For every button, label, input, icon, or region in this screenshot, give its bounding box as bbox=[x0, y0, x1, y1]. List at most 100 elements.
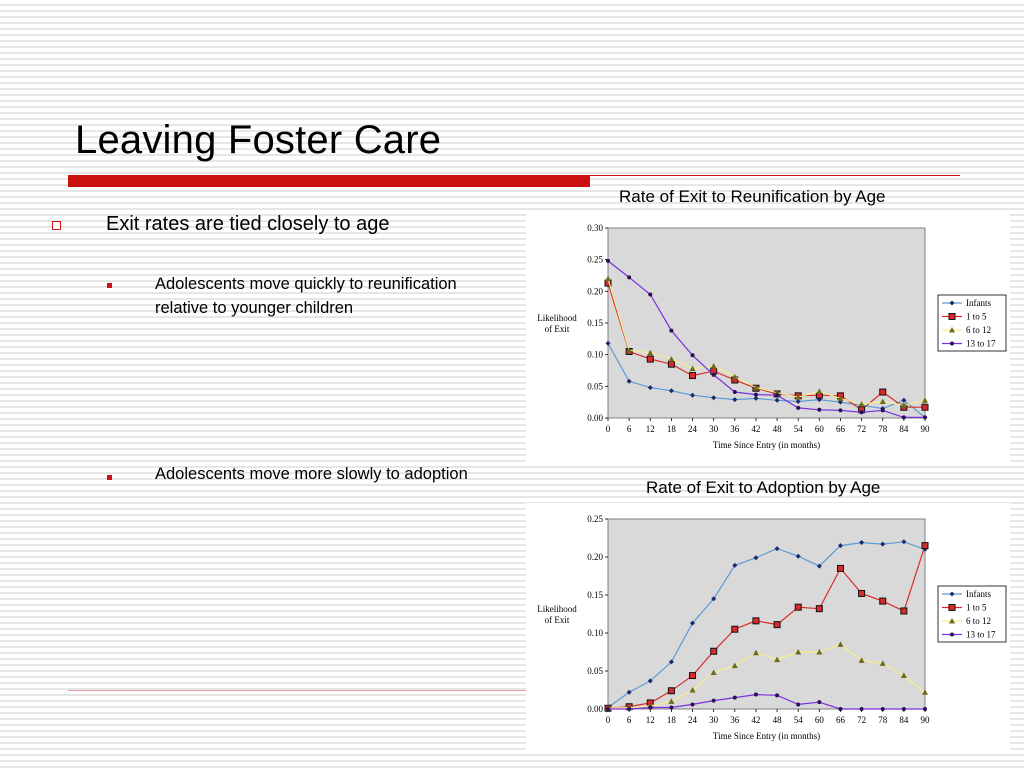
y-tick-label: 0.15 bbox=[587, 318, 603, 328]
x-tick-label: 66 bbox=[836, 424, 846, 434]
data-point bbox=[646, 355, 654, 363]
data-point bbox=[921, 403, 929, 411]
legend-label: 1 to 5 bbox=[966, 603, 987, 613]
series-13-to-17 bbox=[606, 258, 927, 420]
data-point bbox=[731, 662, 738, 669]
data-point bbox=[752, 649, 759, 656]
data-point bbox=[711, 395, 717, 401]
data-point bbox=[795, 553, 801, 559]
y-axis-label: Likelihood of Exit bbox=[537, 604, 577, 625]
x-tick-label: 90 bbox=[921, 715, 931, 725]
data-point bbox=[774, 389, 781, 396]
square-bullet-icon bbox=[107, 475, 112, 480]
data-point bbox=[647, 385, 653, 391]
data-point bbox=[753, 692, 758, 697]
data-point bbox=[753, 395, 759, 401]
data-point bbox=[816, 388, 823, 394]
y-tick-label: 0.15 bbox=[587, 590, 603, 600]
x-tick-label: 54 bbox=[794, 424, 804, 434]
x-tick-label: 36 bbox=[730, 715, 740, 725]
x-tick-label: 72 bbox=[857, 424, 866, 434]
data-point bbox=[816, 649, 823, 655]
data-point bbox=[859, 410, 864, 415]
plot-area bbox=[607, 227, 926, 419]
y-axis-label-line: Likelihood bbox=[537, 604, 577, 614]
legend-marker bbox=[948, 313, 956, 320]
legend-marker bbox=[949, 591, 955, 597]
data-point bbox=[710, 647, 718, 655]
data-point bbox=[901, 539, 907, 545]
series-line bbox=[607, 282, 925, 411]
data-point bbox=[879, 660, 886, 666]
data-point bbox=[795, 649, 802, 655]
y-tick-label: 0.25 bbox=[587, 514, 603, 524]
x-tick-label: 60 bbox=[815, 715, 825, 725]
data-point bbox=[837, 641, 844, 647]
data-point bbox=[647, 678, 653, 684]
data-point bbox=[880, 707, 885, 711]
data-point bbox=[606, 258, 610, 263]
series-line bbox=[607, 545, 926, 709]
data-point bbox=[921, 542, 929, 550]
data-point bbox=[648, 705, 653, 710]
data-point bbox=[689, 672, 697, 680]
x-tick-label: 42 bbox=[751, 424, 760, 434]
series-line bbox=[607, 541, 926, 708]
data-point bbox=[753, 555, 759, 561]
data-point bbox=[816, 563, 822, 569]
legend-marker bbox=[950, 632, 954, 637]
legend-label: 13 to 17 bbox=[966, 630, 996, 640]
y-axis-label-line: of Exit bbox=[545, 615, 570, 625]
title-underline-bar bbox=[68, 175, 590, 187]
data-point bbox=[900, 402, 907, 408]
data-point bbox=[773, 621, 781, 629]
data-point bbox=[668, 698, 675, 704]
data-point bbox=[796, 702, 801, 707]
x-tick-label: 24 bbox=[688, 424, 698, 434]
y-tick-label: 0.20 bbox=[587, 286, 603, 296]
data-point bbox=[922, 397, 928, 403]
reunification-chart-title: Rate of Exit to Reunification by Age bbox=[619, 187, 886, 206]
x-tick-label: 48 bbox=[773, 715, 783, 725]
x-tick-label: 84 bbox=[899, 424, 909, 434]
series-infants bbox=[605, 539, 928, 710]
data-point bbox=[648, 292, 653, 297]
data-point bbox=[605, 275, 611, 282]
data-point bbox=[879, 388, 887, 396]
data-point bbox=[923, 707, 927, 711]
x-axis-label: Time Since Entry (in months) bbox=[713, 731, 820, 741]
adoption-chart-title: Rate of Exit to Adoption by Age bbox=[646, 478, 881, 497]
data-point bbox=[711, 698, 716, 703]
data-point bbox=[731, 625, 739, 633]
data-point bbox=[667, 360, 675, 368]
data-point bbox=[775, 393, 780, 398]
data-point bbox=[689, 372, 697, 380]
x-tick-label: 18 bbox=[667, 715, 677, 725]
data-point bbox=[711, 596, 717, 602]
data-point bbox=[753, 392, 758, 397]
legend-label: Infants bbox=[966, 298, 991, 308]
bullet-adoption: Adolescents move more slowly to adoption bbox=[155, 465, 468, 483]
x-tick-label: 0 bbox=[606, 715, 611, 725]
data-point bbox=[669, 705, 674, 710]
y-axis-label-line: Likelihood bbox=[537, 313, 577, 323]
legend-box bbox=[937, 585, 1007, 643]
y-tick-label: 0.00 bbox=[587, 704, 603, 714]
square-bullet-icon bbox=[107, 283, 112, 288]
legend-marker bbox=[949, 300, 955, 306]
data-point bbox=[774, 397, 780, 403]
data-point bbox=[689, 687, 696, 693]
title-underline-thin bbox=[590, 175, 960, 176]
data-point bbox=[838, 408, 843, 413]
legend-label: 1 to 5 bbox=[966, 312, 987, 322]
data-point bbox=[901, 397, 907, 403]
x-tick-label: 90 bbox=[921, 424, 931, 434]
data-point bbox=[900, 607, 908, 615]
data-point bbox=[837, 395, 844, 401]
data-point bbox=[858, 589, 866, 597]
legend-box bbox=[937, 294, 1007, 352]
data-point bbox=[669, 328, 674, 333]
x-tick-label: 18 bbox=[667, 424, 677, 434]
data-point bbox=[752, 617, 760, 625]
x-tick-label: 6 bbox=[627, 424, 632, 434]
